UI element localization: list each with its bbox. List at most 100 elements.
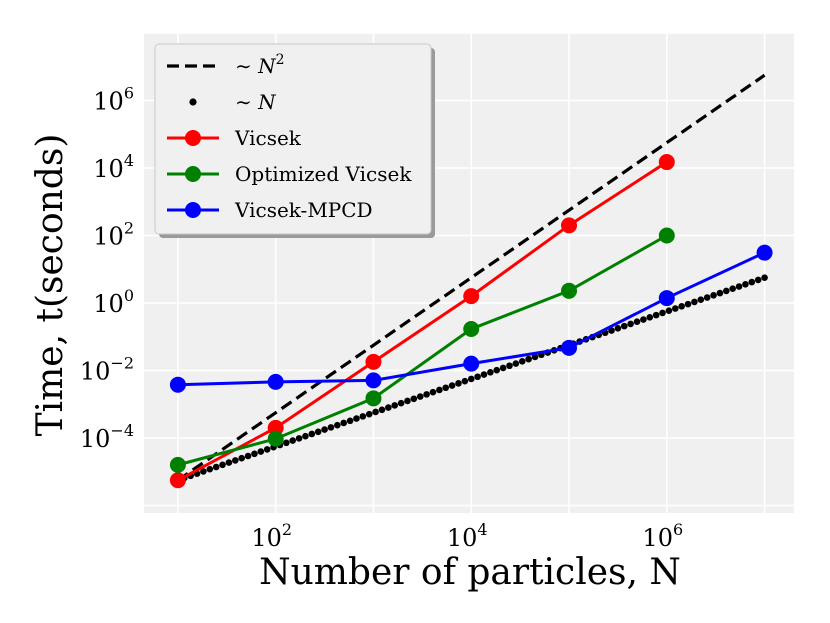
legend: ∼ N2 ∼ N Vicsek Optimized Vicsek Vicsek-MPCD (154, 43, 435, 238)
series-line (177, 234, 668, 467)
legend-label: Vicsek (234, 126, 302, 150)
series-line (177, 160, 668, 482)
n-linear-dot (467, 375, 475, 383)
n-linear-dot (742, 281, 749, 288)
n-linear-dot (442, 384, 450, 392)
n-linear-dot (691, 298, 698, 306)
n-linear-dot (633, 318, 641, 326)
n-linear-dot (289, 437, 296, 444)
y-tick-label: 102 (93, 219, 134, 251)
n-linear-dot (314, 428, 322, 436)
data-point (169, 376, 186, 393)
data-point (658, 227, 675, 244)
n-linear-dot (627, 320, 634, 328)
legend-point-marker (185, 166, 201, 182)
n-linear-dot (365, 410, 373, 418)
n-linear-dot (372, 408, 379, 416)
n-linear-dot (340, 419, 348, 427)
n-linear-dot (385, 404, 392, 411)
data-point (463, 320, 480, 337)
n-linear-dot (308, 430, 316, 438)
x-tick-label: 104 (447, 520, 488, 552)
data-point (365, 372, 382, 389)
y-tick-label: 10−2 (80, 354, 134, 386)
y-tick-label: 10−4 (80, 421, 134, 453)
y-tick-label: 100 (93, 286, 134, 318)
n-linear-dot (659, 309, 666, 317)
n-squared-line (176, 73, 766, 482)
n-linear-dot (729, 285, 736, 293)
n-linear-dot (499, 364, 507, 372)
n-linear-dot (455, 380, 462, 387)
data-point (365, 353, 382, 370)
series-0 (176, 73, 766, 482)
y-tick-label: 104 (93, 151, 134, 183)
data-point (561, 217, 578, 234)
n-linear-dot (436, 386, 443, 394)
n-linear-dot (506, 362, 513, 370)
x-axis-label: Number of particles, N (259, 552, 681, 593)
series-4 (169, 244, 773, 393)
n-linear-dot (461, 377, 469, 385)
legend-point-marker (185, 130, 201, 146)
n-linear-dot (404, 397, 411, 405)
n-linear-dot (206, 465, 214, 473)
n-linear-dot (346, 417, 354, 425)
n-linear-dot (640, 316, 647, 323)
legend-point-marker (185, 202, 201, 218)
n-linear-dot (219, 461, 226, 469)
data-point (561, 339, 578, 356)
n-linear-dot (754, 276, 762, 284)
n-linear-dot (703, 294, 711, 301)
n-linear-dot (608, 327, 615, 334)
data-point (267, 373, 284, 390)
n-linear-dot (238, 454, 245, 462)
legend-dot-marker (189, 98, 197, 106)
n-linear-dot (448, 382, 456, 389)
data-point (463, 288, 480, 305)
n-linear-dot (614, 325, 622, 332)
n-linear-dot (652, 311, 660, 319)
data-point (658, 290, 675, 307)
n-linear-dot (359, 413, 367, 420)
x-tick-label: 102 (251, 520, 292, 552)
n-linear-dot (263, 446, 271, 453)
y-axis-label: Time, t(seconds) (30, 134, 71, 437)
legend-label: ∼ N2 (235, 52, 285, 78)
n-linear-dot (283, 439, 290, 447)
n-linear-dot (493, 366, 501, 374)
n-linear-dot (321, 426, 328, 433)
n-linear-dot (410, 395, 418, 403)
n-linear-dot (353, 415, 360, 422)
data-point (561, 282, 578, 299)
n-linear-dot (525, 355, 532, 363)
y-tick-label: 106 (93, 84, 134, 116)
n-linear-dot (391, 402, 399, 409)
legend-label: Vicsek-MPCD (234, 198, 373, 222)
data-point (463, 355, 480, 372)
series-layer (169, 73, 773, 489)
n-linear-dot (416, 393, 424, 400)
n-linear-dot (678, 303, 685, 310)
n-linear-dot (723, 287, 730, 295)
n-linear-dot (620, 322, 628, 330)
legend-box (154, 43, 432, 235)
n-linear-dot (646, 314, 654, 321)
n-linear-dot (200, 468, 207, 475)
data-point (169, 456, 186, 473)
n-linear-dot (378, 406, 386, 414)
data-point (365, 390, 382, 407)
data-point (756, 244, 773, 261)
n-linear-dot (518, 358, 526, 365)
n-linear-dot (671, 305, 679, 312)
legend-label: ∼ N (235, 90, 277, 114)
n-linear-dot (735, 283, 743, 290)
n-linear-dot (697, 296, 705, 304)
n-linear-dot (334, 421, 341, 429)
n-linear-dot (302, 432, 309, 440)
n-linear-dot (212, 463, 220, 471)
n-linear-dot (512, 360, 520, 367)
data-point (267, 430, 284, 447)
n-linear-dot (710, 292, 717, 299)
